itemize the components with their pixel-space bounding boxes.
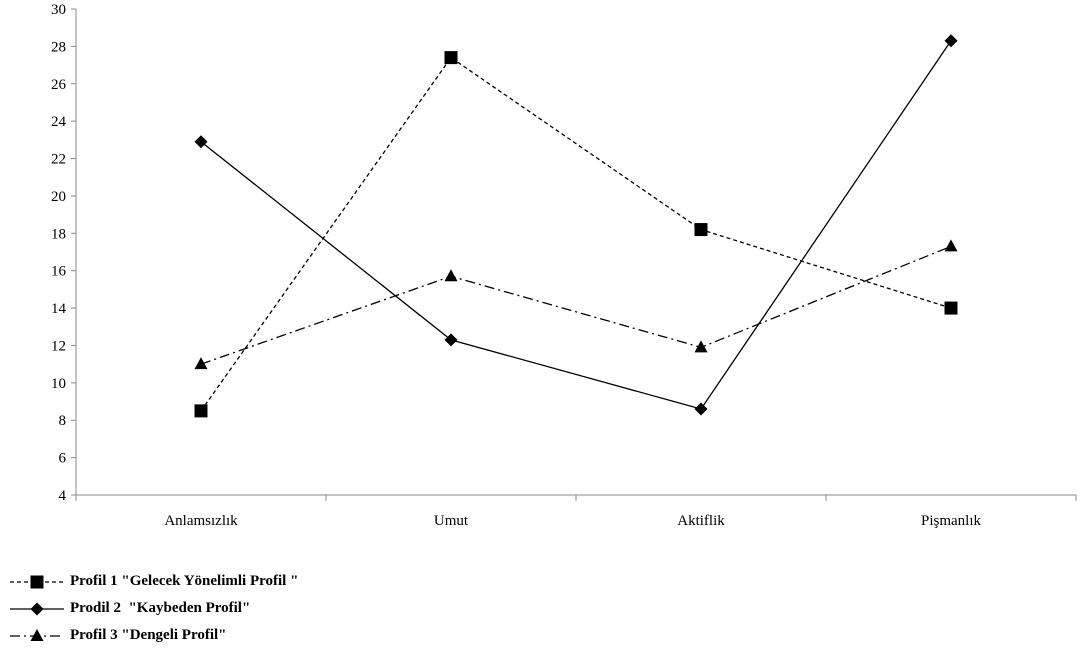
legend-label: Profil 1 "Gelecek Yönelimli Profil " bbox=[70, 573, 299, 589]
y-tick-label: 4 bbox=[59, 488, 67, 504]
series-2-point bbox=[194, 135, 208, 149]
y-tick-label: 12 bbox=[51, 338, 66, 354]
y-tick-label: 6 bbox=[59, 451, 67, 467]
series-markers bbox=[194, 34, 958, 418]
series-3-point bbox=[694, 340, 708, 353]
legend-label: Profil 3 "Dengeli Profil" bbox=[70, 627, 227, 643]
legend-marker bbox=[30, 575, 44, 588]
legend-marker bbox=[30, 602, 44, 615]
series-3-line bbox=[200, 245, 952, 365]
series-lines bbox=[200, 40, 952, 412]
legend-item: Profil 3 "Dengeli Profil" bbox=[8, 622, 298, 649]
y-tick-label: 28 bbox=[51, 39, 66, 55]
x-tick-label: Anlamsızlık bbox=[164, 513, 238, 529]
y-tick-label: 8 bbox=[59, 413, 67, 429]
series-2-line bbox=[200, 40, 952, 410]
series-2-point bbox=[694, 402, 708, 416]
y-tick-label: 18 bbox=[51, 226, 66, 242]
y-tick-label: 26 bbox=[51, 77, 67, 93]
x-tick-label: Pişmanlık bbox=[921, 513, 982, 529]
series-2-point bbox=[444, 333, 458, 347]
series-3-point bbox=[194, 357, 208, 370]
x-tick-label: Aktiflik bbox=[677, 513, 725, 529]
series-1-point bbox=[194, 404, 208, 418]
y-tick-label: 30 bbox=[51, 2, 66, 18]
series-1-point bbox=[944, 301, 958, 315]
y-tick-label: 20 bbox=[51, 189, 66, 205]
series-3-point bbox=[444, 269, 458, 282]
y-tick-label: 22 bbox=[51, 152, 66, 168]
series-1-point bbox=[694, 223, 708, 237]
legend-item: Prodil 2 "Kaybeden Profil" bbox=[8, 595, 298, 622]
legend-label: Prodil 2 "Kaybeden Profil" bbox=[70, 600, 251, 616]
y-tick-label: 14 bbox=[51, 301, 67, 317]
legend-swatch bbox=[10, 575, 64, 588]
series-1-line bbox=[200, 56, 952, 412]
legend-marker bbox=[30, 628, 44, 641]
legend-item: Profil 1 "Gelecek Yönelimli Profil " bbox=[8, 568, 298, 595]
y-tick-label: 16 bbox=[51, 264, 67, 280]
line-chart: 4 6 8 10 12 14 16 18 20 22 24 26 28 30 Anlamsızlık Umut… bbox=[51, 2, 1077, 529]
x-tick-label: Umut bbox=[434, 513, 469, 529]
series-1-point bbox=[444, 51, 458, 65]
series-3-point bbox=[944, 239, 958, 252]
axes: 4 6 8 10 12 14 16 18 20 22 24 26 28 30 Anlamsızlık Umut… bbox=[51, 2, 1077, 529]
y-tick-label: 24 bbox=[51, 114, 67, 130]
y-tick-label: 10 bbox=[51, 376, 66, 392]
legend-swatch bbox=[10, 628, 64, 641]
legend: Profil 1 "Gelecek Yönelimli Profil " Prod… bbox=[8, 568, 298, 649]
legend-swatch bbox=[10, 602, 64, 615]
series-2-point bbox=[944, 34, 958, 48]
